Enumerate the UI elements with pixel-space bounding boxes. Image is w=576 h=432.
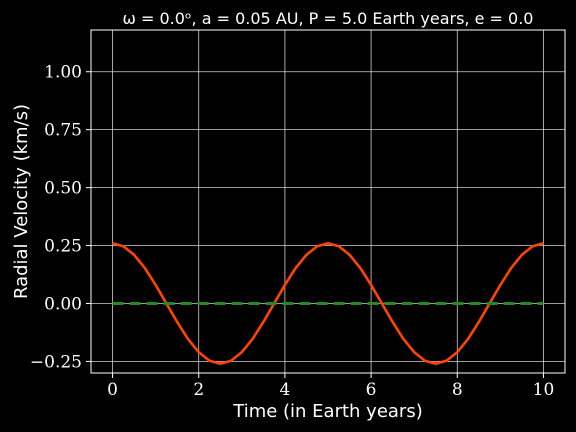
y-axis-label: Radial Velocity (km/s) <box>11 104 32 299</box>
grid <box>91 30 565 373</box>
x-axis-label: Time (in Earth years) <box>232 401 422 422</box>
y-tick-label: 1.00 <box>44 63 82 83</box>
y-tick-label: 0.25 <box>44 237 82 257</box>
chart-title: ω = 0.0ᵒ, a = 0.05 AU, P = 5.0 Earth yea… <box>123 9 534 28</box>
y-tick-label: −0.25 <box>30 352 82 372</box>
x-tick-label: 2 <box>193 380 204 400</box>
x-tick-label: 10 <box>533 380 555 400</box>
x-tick-label: 4 <box>279 380 290 400</box>
series-layer <box>112 241 544 366</box>
radial-velocity-curve <box>112 241 544 366</box>
plot-frame <box>90 29 566 374</box>
y-tick-label: 0.00 <box>44 294 82 314</box>
x-tick-label: 0 <box>107 380 118 400</box>
x-tick-label: 6 <box>366 380 377 400</box>
x-tick-label: 8 <box>452 380 463 400</box>
y-tick-label: 0.75 <box>44 121 82 141</box>
tick-labels: 0 2 4 6 8 10 −0.25 0.00 0.25 0.50 0.75 1.00 <box>30 63 554 400</box>
y-tick-label: 0.50 <box>44 179 82 199</box>
